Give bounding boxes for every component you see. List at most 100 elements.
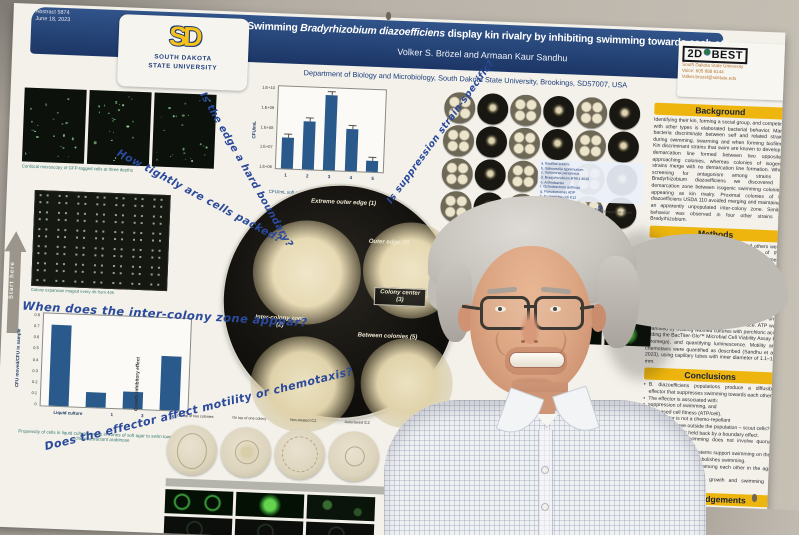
y-tick-label: 0.5 xyxy=(25,345,39,351)
gfp-speckle xyxy=(30,107,32,109)
gfp-speckle xyxy=(191,160,193,162)
strain-dish xyxy=(609,98,641,130)
gfp-speckle xyxy=(25,153,26,154)
y-tick-label: 0.4 xyxy=(24,356,38,362)
gfp-speckle xyxy=(57,111,59,113)
petri-dish xyxy=(166,424,218,476)
gfp-speckle xyxy=(45,104,47,106)
figure-cfu-chart: CFU/mL 1.E+10 1.E+09 1.E+08 1.E+07 1.E+06 12… xyxy=(245,82,391,199)
sd-monogram: SD xyxy=(168,21,199,53)
gfp-speckle xyxy=(132,121,133,122)
strain-dish xyxy=(510,94,542,126)
gfp-speckle xyxy=(114,119,115,120)
gfp-speckle xyxy=(63,147,64,148)
y-tick-label: 1.E+09 xyxy=(252,104,274,110)
petri-dish xyxy=(328,430,380,482)
abstract-date: June 18, 2023 xyxy=(35,15,70,23)
gfp-speckle xyxy=(172,154,173,155)
push-pin xyxy=(386,12,391,20)
gfp-speckle xyxy=(131,98,132,99)
strain-dish xyxy=(440,191,472,223)
university-name: South Dakota State University xyxy=(118,52,249,74)
gfp-speckle xyxy=(67,98,68,99)
petri-dish xyxy=(220,426,272,478)
plot-area xyxy=(275,85,387,173)
gfp-speckle xyxy=(113,131,114,132)
bar xyxy=(281,137,294,169)
gfp-speckle xyxy=(113,160,114,161)
gfp-speckle xyxy=(74,146,76,148)
strain-dish xyxy=(475,126,507,158)
gfp-speckle xyxy=(182,148,184,150)
x-tick-label: 4 xyxy=(350,175,353,180)
title-species: Bradyrhizobium diazoefficiens xyxy=(300,23,445,40)
x-tick-label: 5 xyxy=(371,176,374,181)
gfp-speckle xyxy=(132,136,134,138)
gfp-speckle xyxy=(173,115,174,116)
section-body-background: Identifying their kin, forming a social … xyxy=(650,117,785,228)
gfp-speckle xyxy=(119,104,120,105)
strain-dish xyxy=(607,131,639,163)
gfp-speckle xyxy=(185,158,186,159)
strain-legend: a. Bacillus subtilis b. Salmonella typhim… xyxy=(537,159,645,204)
stain-panel-baclight xyxy=(604,301,652,347)
confocal-panel xyxy=(22,87,87,163)
strain-dish xyxy=(441,158,473,190)
gfp-speckle xyxy=(168,107,170,109)
bar xyxy=(86,392,107,407)
gfp-speckle xyxy=(53,119,54,120)
gfp-speckle xyxy=(94,142,96,144)
fluorescence-panel xyxy=(235,492,304,519)
gfp-speckle xyxy=(112,117,113,118)
fluorescence-panel xyxy=(165,489,234,516)
gfp-speckle xyxy=(175,116,176,117)
strain-dish xyxy=(576,97,608,129)
gfp-speckle xyxy=(63,134,65,136)
stain-panel-ttc xyxy=(606,254,654,300)
fluorescence-panel xyxy=(306,495,375,522)
gfp-speckle xyxy=(53,135,54,136)
right-column: Background Identifying their kin, formin… xyxy=(634,100,785,535)
figure-stain-panels xyxy=(555,252,654,347)
dish-label-between-colonies: Between colonies (5) xyxy=(332,331,442,342)
flower-icon xyxy=(704,49,711,56)
bar xyxy=(49,325,72,407)
gfp-speckle xyxy=(104,105,105,106)
strain-dish xyxy=(473,192,505,224)
university-name-line: South Dakota xyxy=(154,53,212,62)
treatment-dishes xyxy=(166,424,394,483)
poster: Abstract 5874 June 18, 2023 Swimming Bra… xyxy=(0,3,785,535)
bar xyxy=(345,129,359,171)
gfp-speckle xyxy=(37,125,38,126)
x-tick-label: Liquid culture xyxy=(53,410,82,416)
fluorescence-panel xyxy=(163,516,232,535)
gfp-speckle xyxy=(29,151,30,152)
list-item: On top of one colony xyxy=(222,415,276,427)
gfp-speckle xyxy=(111,140,112,141)
photo-scene: Abstract 5874 June 18, 2023 Swimming Bra… xyxy=(0,0,799,535)
y-tick-label: 1.E+06 xyxy=(250,163,272,169)
gfp-speckle xyxy=(122,104,123,105)
bar xyxy=(323,95,338,170)
petri-dish xyxy=(274,428,326,480)
gfp-speckle xyxy=(156,152,157,153)
y-tick-label: 1.E+07 xyxy=(251,143,273,149)
x-tick-label: 1 xyxy=(110,412,113,417)
x-tick-label: 3 xyxy=(328,174,331,179)
gfp-speckle xyxy=(108,113,109,114)
contact-card: 2D BEST South Dakota State University Voi… xyxy=(677,41,786,101)
section-body-conclusions: B. diazoefficiens populations produce a … xyxy=(640,382,776,493)
title-part: Swimming xyxy=(247,21,300,34)
gfp-speckle xyxy=(126,125,128,127)
gfp-speckle xyxy=(109,131,110,132)
y-tick-label: 0.1 xyxy=(23,390,37,396)
strain-dish xyxy=(508,127,540,159)
gfp-speckle xyxy=(170,156,171,157)
gfp-speckle xyxy=(188,114,189,115)
y-tick-label: 0.6 xyxy=(25,334,39,340)
y-axis-ticks: 0.8 0.7 0.6 0.5 0.4 0.3 0.2 0.1 0 xyxy=(23,312,41,406)
gfp-speckle xyxy=(36,136,38,138)
bar xyxy=(159,356,181,411)
dish-label-colony-center: Colony center (3) xyxy=(374,287,427,307)
gfp-speckle xyxy=(128,96,129,97)
